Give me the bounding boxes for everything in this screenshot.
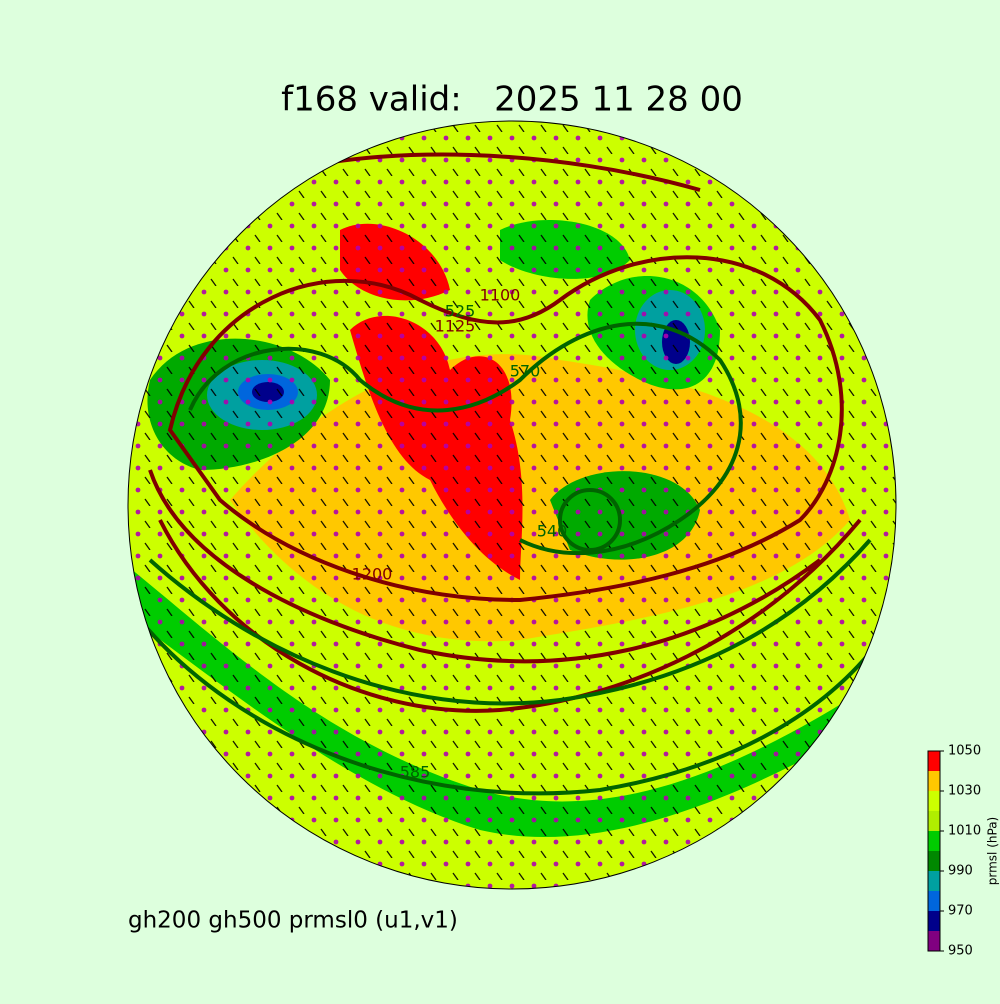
colorbar: 950 970 990 1010 1030 1050 prmsl (hPa) <box>927 744 1000 959</box>
colorbar-tick-label: 1050 <box>948 744 981 759</box>
colorbar-segment <box>928 831 940 851</box>
contour-label: 540 <box>537 522 568 541</box>
contour-label: 525 <box>445 302 476 321</box>
colorbar-tick-label: 1010 <box>948 824 981 839</box>
colorbar-label: prmsl (hPa) <box>986 817 1000 885</box>
contour-label: 1125 <box>435 317 476 336</box>
contour-label: 1100 <box>480 286 521 305</box>
map-edge <box>127 120 897 890</box>
colorbar-segment <box>928 771 940 791</box>
colorbar-segment <box>928 911 940 931</box>
contour-label: 570 <box>510 362 541 381</box>
colorbar-segment <box>928 791 940 811</box>
colorbar-segment <box>928 851 940 871</box>
colorbar-tick-label: 990 <box>948 864 973 879</box>
colorbar-segment <box>928 871 940 891</box>
colorbar-segment <box>928 891 940 911</box>
colorbar-segment <box>928 931 940 951</box>
chart-title: f168 valid: 2025 11 28 00 <box>281 80 743 120</box>
colorbar-frame <box>927 750 941 952</box>
gh500-contours <box>138 321 882 796</box>
map-disc <box>128 121 896 889</box>
gh200-contours <box>148 152 862 713</box>
contour-label: 1200 <box>352 565 393 584</box>
colorbar-tick-label: 970 <box>948 904 973 919</box>
colorbar-segment <box>928 751 940 771</box>
colorbar-tick-label: 950 <box>948 944 973 959</box>
colorbar-tick-label: 1030 <box>948 784 981 799</box>
wind-barbs <box>128 121 896 889</box>
colorbar-segment <box>928 811 940 831</box>
chart-subtitle: gh200 gh500 prmsl0 (u1,v1) <box>128 908 458 934</box>
contour-label: 585 <box>400 763 431 782</box>
